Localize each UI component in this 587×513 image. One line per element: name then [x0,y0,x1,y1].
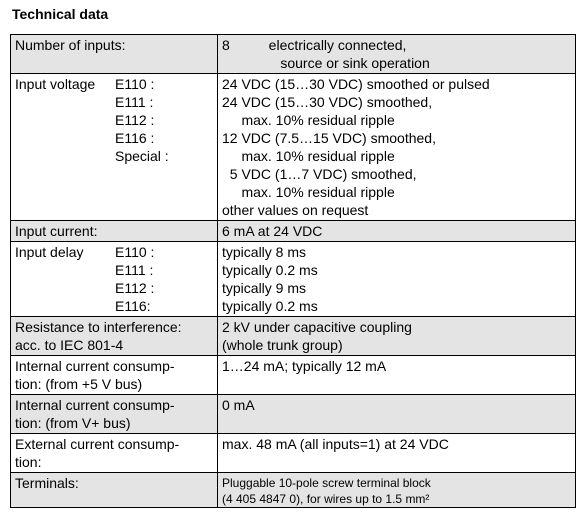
label-text: Input delay [15,244,84,260]
label-text: Internal current consump- [15,397,175,413]
value-text: 24 VDC (15…30 VDC) smoothed or pulsed [222,76,490,92]
row-label: External current consump- tion: [10,433,218,473]
value-text: (4 405 4847 0), for wires up to 1.5 mm² [222,492,430,506]
label-variant: E116 : [115,130,155,146]
value-text: 5 VDC (1…7 VDC) smoothed, [222,166,417,182]
label-variant: E112 : [115,280,155,296]
value-text: max. 48 mA (all inputs=1) at 24 VDC [222,436,449,452]
value-text: typically 0.2 ms [222,298,318,314]
label-text: tion: (from +5 V bus) [15,376,143,392]
value-text: typically 9 ms [222,280,307,296]
row-value: 8 electrically connected, source or sink… [217,34,576,74]
row-value: Pluggable 10-pole screw terminal block (… [217,472,576,508]
table-row: Terminals: Pluggable 10-pole screw termi… [10,472,576,508]
section-title: Technical data [12,6,109,22]
label-variant: E110 : [115,76,155,92]
label-variant: E111 : [115,94,154,110]
value-text: 8 electrically connected, [222,37,407,53]
value-text: 12 VDC (7.5…15 VDC) smoothed, [222,130,436,146]
technical-data-table: Number of inputs: 8 electrically connect… [10,34,576,508]
table-row: Internal current consump- tion: (from +5… [10,355,576,395]
value-text: max. 10% residual ripple [222,148,395,164]
value-text: typically 0.2 ms [222,262,318,278]
value-text: 1…24 mA; typically 12 mA [222,358,387,374]
row-value: 24 VDC (15…30 VDC) smoothed or pulsed 24… [217,73,576,221]
label-text: Resistance to interference: [15,319,182,335]
row-value: max. 48 mA (all inputs=1) at 24 VDC [217,433,576,473]
label-variant: Special : [115,148,169,164]
value-text: typically 8 ms [222,244,307,260]
label-text: tion: (from V+ bus) [15,415,131,431]
row-label: Resistance to interference: acc. to IEC … [10,316,218,356]
label-variant: E111 : [115,262,154,278]
row-label: Input delay E110 : E111 : E112 : E116: [10,241,218,317]
row-label: Internal current consump- tion: (from +5… [10,355,218,395]
row-value: 6 mA at 24 VDC [217,220,576,242]
table-row: Resistance to interference: acc. to IEC … [10,316,576,356]
label-variant: E110 : [115,244,155,260]
row-label: Internal current consump- tion: (from V+… [10,394,218,434]
table-row: External current consump- tion: max. 48 … [10,433,576,473]
label-text: Terminals: [15,475,79,491]
value-text: 0 mA [222,397,255,413]
value-text: other values on request [222,202,369,218]
value-text: (whole trunk group) [222,337,343,353]
row-value: 0 mA [217,394,576,434]
row-label: Terminals: [10,472,218,508]
value-text: 6 mA at 24 VDC [222,223,323,239]
row-value: 2 kV under capacitive coupling (whole tr… [217,316,576,356]
row-label: Input current: [10,220,218,242]
value-text: Pluggable 10-pole screw terminal block [222,476,431,490]
table-row: Input current: 6 mA at 24 VDC [10,220,576,242]
label-text: Number of inputs: [15,37,126,53]
label-text: Internal current consump- [15,358,175,374]
row-value: 1…24 mA; typically 12 mA [217,355,576,395]
label-text: acc. to IEC 801-4 [15,337,124,353]
table-row: Internal current consump- tion: (from V+… [10,394,576,434]
row-label: Input voltage E110 : E111 : E112 : E116 :… [10,73,218,221]
label-variant: E112 : [115,112,155,128]
value-text: 24 VDC (15…30 VDC) smoothed, [222,94,433,110]
table-row: Input voltage E110 : E111 : E112 : E116 :… [10,73,576,221]
value-text: max. 10% residual ripple [222,184,395,200]
row-value: typically 8 ms typically 0.2 ms typicall… [217,241,576,317]
label-text: Input voltage [15,76,96,92]
value-text: max. 10% residual ripple [222,112,395,128]
row-label: Number of inputs: [10,34,218,74]
table-row: Input delay E110 : E111 : E112 : E116: ty… [10,241,576,317]
value-text: source or sink operation [222,55,430,71]
label-text: tion: [15,454,42,470]
label-variant: E116: [115,298,151,314]
value-text: 2 kV under capacitive coupling [222,319,412,335]
table-row: Number of inputs: 8 electrically connect… [10,34,576,74]
label-text: Input current: [15,223,98,239]
label-text: External current consump- [15,436,180,452]
